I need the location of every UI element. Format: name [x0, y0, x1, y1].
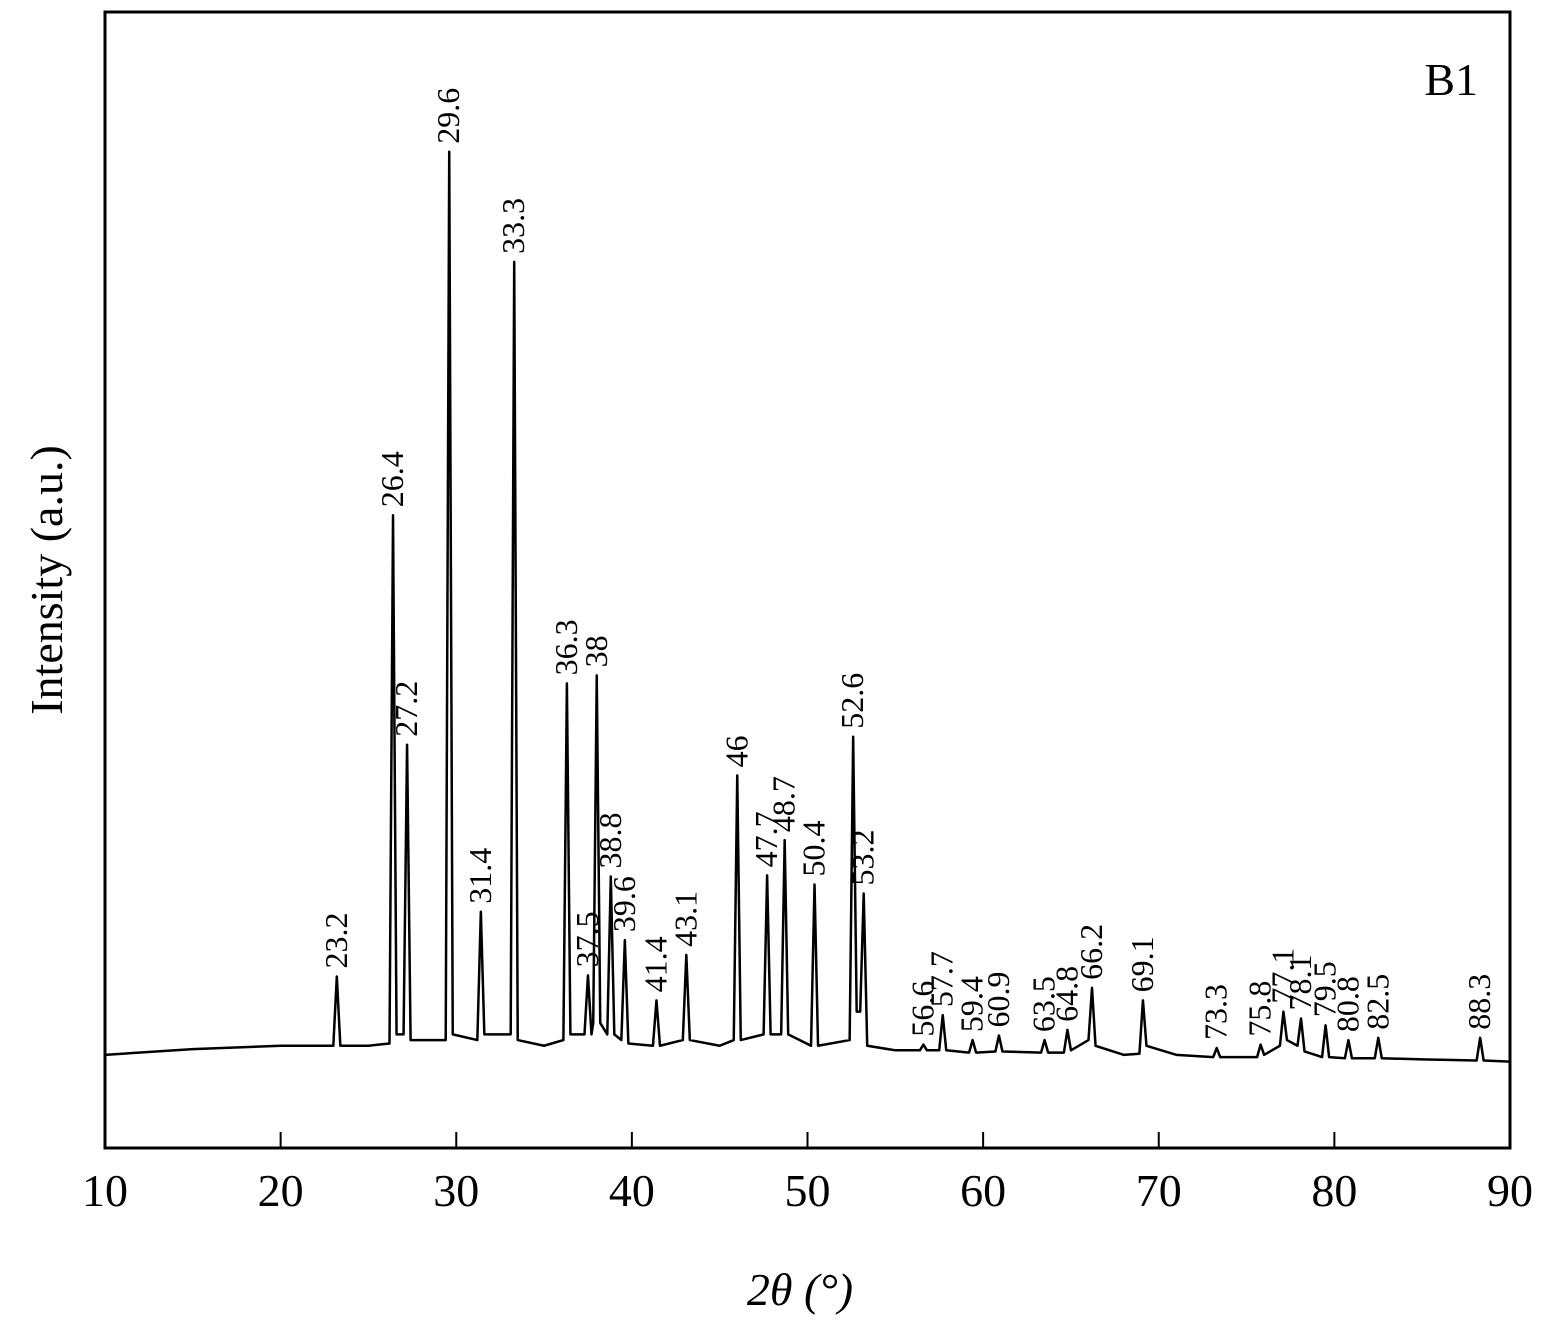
- peak-label: 47.7: [748, 811, 784, 867]
- peak-label: 69.1: [1124, 936, 1160, 992]
- x-tick-label: 60: [960, 1165, 1006, 1216]
- peak-label: 78.1: [1282, 954, 1318, 1010]
- xrd-line: [104, 150, 1511, 1063]
- peak-label: 38.8: [592, 812, 628, 868]
- panel-label: B1: [1424, 54, 1478, 105]
- y-axis-title: Intensity (a.u.): [21, 445, 72, 715]
- peak-label: 63.5: [1026, 976, 1062, 1032]
- peak-label: 73.3: [1198, 984, 1234, 1040]
- peak-label: 31.4: [462, 848, 498, 904]
- peak-label: 60.9: [980, 972, 1016, 1028]
- peak-label: 27.2: [388, 681, 424, 737]
- x-tick-label: 30: [433, 1165, 479, 1216]
- peak-label: 75.8: [1242, 981, 1278, 1037]
- peak-label: 36.3: [548, 619, 584, 675]
- peak-label: 79.5: [1307, 961, 1343, 1017]
- peak-label: 66.2: [1073, 924, 1109, 980]
- x-tick-label: 50: [785, 1165, 831, 1216]
- peak-label: 48.7: [766, 776, 802, 832]
- peak-label: 80.8: [1329, 976, 1365, 1032]
- peak-label: 43.1: [667, 891, 703, 947]
- x-axis-title: 2θ (°): [747, 1264, 853, 1315]
- peak-label: 37.5: [569, 911, 605, 967]
- x-tick-label: 20: [258, 1165, 304, 1216]
- peak-label: 57.7: [924, 951, 960, 1007]
- peak-label: 56.6: [904, 981, 940, 1037]
- peak-label: 82.5: [1359, 974, 1395, 1030]
- peak-label: 53.2: [845, 830, 881, 886]
- peak-label: 33.3: [495, 198, 531, 254]
- peak-label: 50.4: [796, 820, 832, 876]
- peak-label: 38: [578, 635, 614, 667]
- peak-label: 59.4: [954, 976, 990, 1032]
- peak-label: 39.6: [606, 876, 642, 932]
- peak-label: 52.6: [834, 673, 870, 729]
- x-tick-label: 70: [1136, 1165, 1182, 1216]
- x-tick-label: 80: [1311, 1165, 1357, 1216]
- peak-label: 77.1: [1264, 948, 1300, 1004]
- x-tick-label: 40: [609, 1165, 655, 1216]
- peak-label: 23.2: [318, 912, 354, 968]
- peak-label: 64.8: [1048, 966, 1084, 1022]
- peak-label: 29.6: [430, 88, 466, 144]
- peak-label: 41.4: [637, 936, 673, 992]
- peak-label: 88.3: [1461, 974, 1497, 1030]
- x-tick-label: 90: [1487, 1165, 1533, 1216]
- peak-label: 26.4: [374, 451, 410, 507]
- peak-label: 46: [718, 735, 754, 767]
- x-tick-label: 10: [82, 1165, 128, 1216]
